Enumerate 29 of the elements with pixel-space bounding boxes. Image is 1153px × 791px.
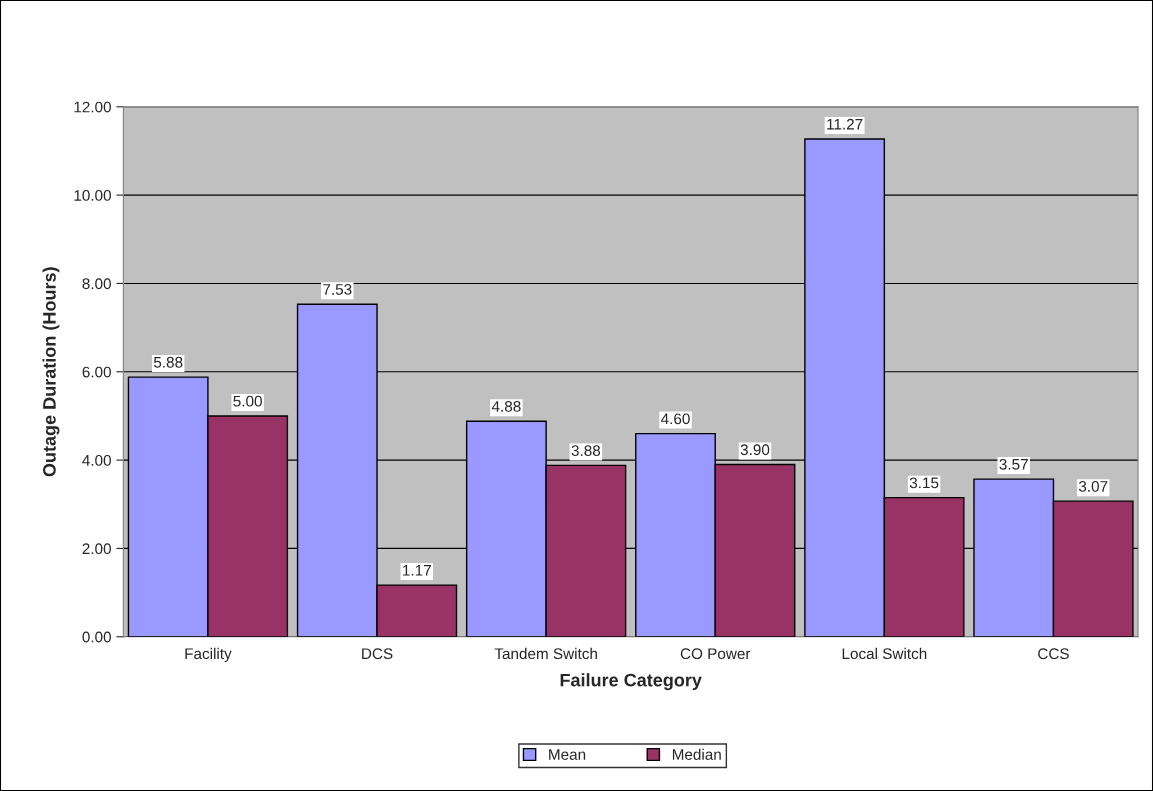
x-tick-label: CO Power	[680, 648, 751, 660]
data-label: 3.88	[571, 445, 601, 457]
y-tick-label: 8.00	[82, 278, 111, 290]
data-label: 3.07	[1078, 480, 1108, 492]
x-tick-label: Local Switch	[842, 647, 927, 660]
x-tick-label: CCS	[1038, 648, 1069, 660]
x-axis-title: Failure Category	[560, 673, 702, 691]
y-tick-label: 10.00	[74, 189, 111, 201]
legend-label: Median	[672, 748, 721, 760]
y-tick-label: 6.00	[82, 366, 111, 378]
data-label: 11.27	[827, 118, 863, 130]
data-label: 3.90	[740, 444, 770, 456]
y-tick-label: 4.00	[82, 454, 111, 466]
legend-label: Mean	[549, 749, 586, 760]
data-label: 3.15	[909, 477, 939, 489]
y-axis-title: Outage Duration (Hours)	[42, 267, 60, 477]
data-label: 3.57	[999, 458, 1028, 470]
x-tick-label: Tandem Switch	[494, 647, 597, 660]
data-label: 5.88	[153, 356, 183, 368]
data-label: 5.00	[233, 395, 262, 407]
data-label: 7.53	[323, 284, 352, 295]
data-label: 1.17	[403, 565, 431, 576]
y-tick-label: 0.00	[82, 631, 111, 643]
data-label: 4.60	[660, 413, 690, 425]
x-tick-label: DCS	[362, 648, 393, 660]
data-label: 4.88	[491, 401, 521, 412]
y-tick-label: 12.00	[74, 101, 111, 113]
y-tick-label: 2.00	[82, 543, 111, 555]
x-tick-label: Facility	[185, 647, 232, 663]
